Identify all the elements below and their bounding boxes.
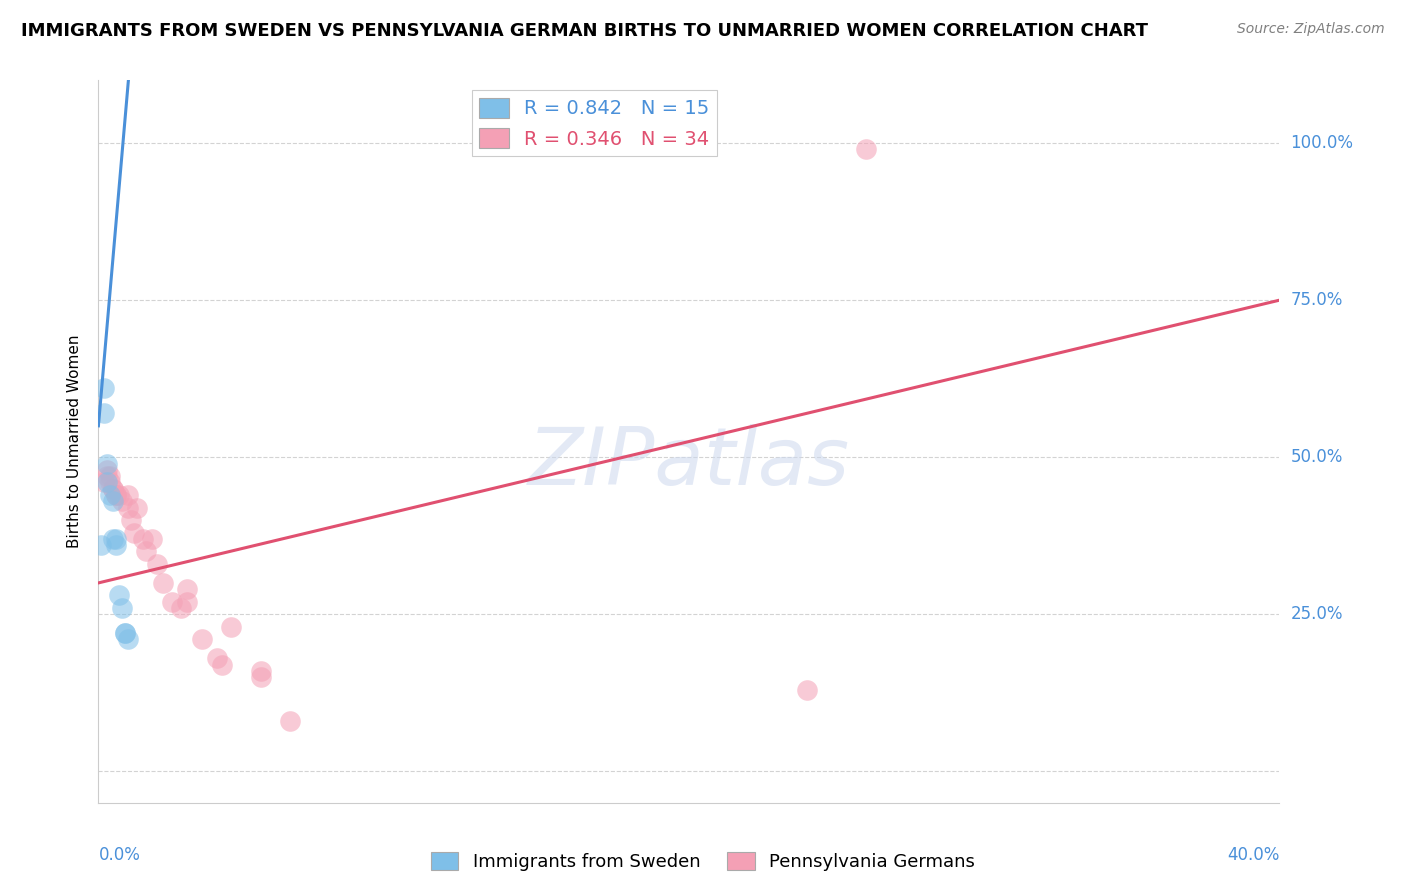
Point [120,513,142,527]
Text: 75.0%: 75.0% [1291,291,1343,310]
Point [114,626,136,640]
Point [122,525,145,540]
Point [103,494,125,508]
Point [855,142,877,156]
Text: Source: ZipAtlas.com: Source: ZipAtlas.com [1237,22,1385,37]
Point [105,532,128,546]
Point [250,664,273,678]
Point [103,482,125,496]
Point [205,651,228,665]
Point [90,538,112,552]
Point [93,406,115,420]
Point [103,482,125,496]
Point [111,601,134,615]
Point [108,488,131,502]
Point [146,557,169,571]
Point [98,475,121,490]
Point [176,595,198,609]
Point [96,457,118,471]
Point [98,488,121,502]
Point [176,582,198,597]
Point [141,532,163,546]
Point [170,601,193,615]
Point [117,488,139,502]
Point [132,532,155,546]
Point [162,595,183,609]
Text: 50.0%: 50.0% [1291,449,1343,467]
Text: 100.0%: 100.0% [1291,134,1354,153]
Point [93,381,115,395]
Point [96,469,118,483]
Point [96,463,118,477]
Text: 25.0%: 25.0% [1291,606,1343,624]
Point [111,494,134,508]
Point [125,500,148,515]
Point [93,475,115,490]
Point [191,632,214,647]
Point [221,620,243,634]
Point [108,589,131,603]
Point [117,500,139,515]
Text: IMMIGRANTS FROM SWEDEN VS PENNSYLVANIA GERMAN BIRTHS TO UNMARRIED WOMEN CORRELAT: IMMIGRANTS FROM SWEDEN VS PENNSYLVANIA G… [21,22,1149,40]
Point [250,670,273,684]
Legend: R = 0.842   N = 15, R = 0.346   N = 34: R = 0.842 N = 15, R = 0.346 N = 34 [471,90,717,156]
Point [96,475,118,490]
Point [105,488,128,502]
Y-axis label: Births to Unmarried Women: Births to Unmarried Women [67,334,83,549]
Point [105,538,128,552]
Point [103,532,125,546]
Point [152,575,174,590]
Text: 0.0%: 0.0% [98,847,141,864]
Point [117,632,139,647]
Point [114,626,136,640]
Point [98,469,121,483]
Point [796,682,818,697]
Point [280,714,302,728]
Text: ZIPatlas: ZIPatlas [527,425,851,502]
Point [135,544,157,558]
Text: 40.0%: 40.0% [1227,847,1279,864]
Point [211,657,233,672]
Legend: Immigrants from Sweden, Pennsylvania Germans: Immigrants from Sweden, Pennsylvania Ger… [425,845,981,879]
Point [105,488,128,502]
